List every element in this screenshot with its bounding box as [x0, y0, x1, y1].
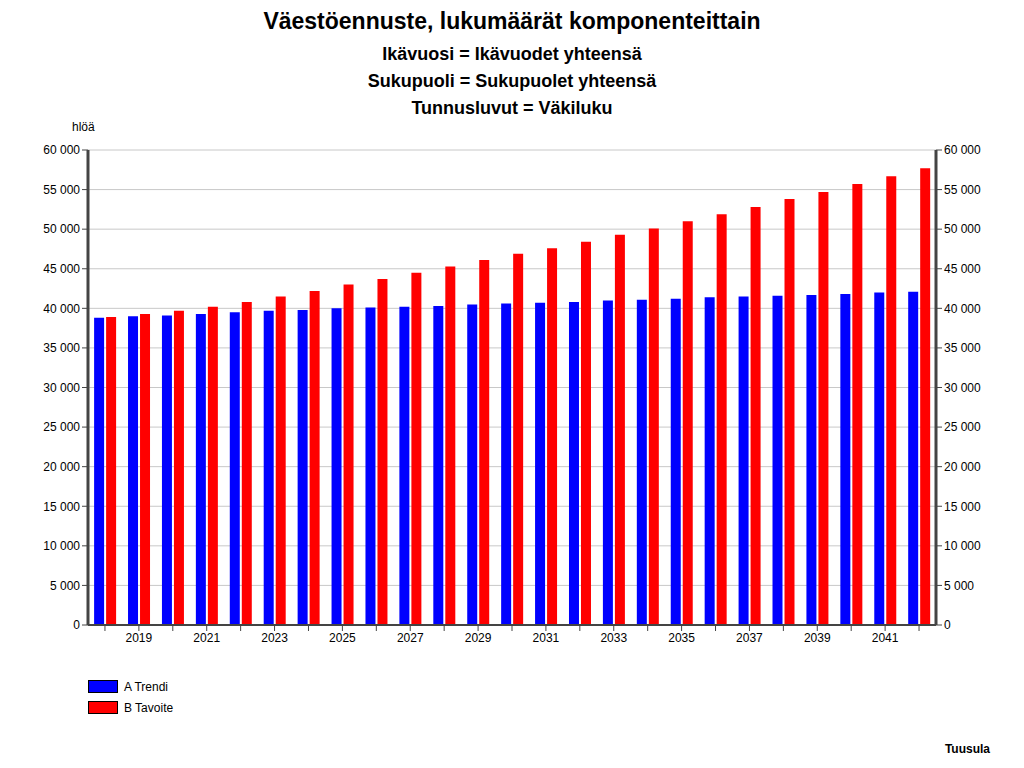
html-text:Tunnusluvut = Väkiluku: Tunnusluvut = Väkiluku [411, 98, 613, 118]
svg-text:30 000: 30 000 [43, 381, 80, 395]
svg-text:2039: 2039 [804, 631, 831, 645]
svg-text:0: 0 [944, 618, 951, 632]
svg-text:2035: 2035 [668, 631, 695, 645]
html-text:Väestöennuste, lukumäärät komp: Väestöennuste, lukumäärät komponenteitta… [263, 8, 761, 34]
svg-text:30 000: 30 000 [944, 381, 981, 395]
svg-text:45 000: 45 000 [43, 262, 80, 276]
html-text:hlöä: hlöä [72, 120, 95, 134]
svg-text:2033: 2033 [600, 631, 627, 645]
svg-text:2023: 2023 [261, 631, 288, 645]
svg-text:15 000: 15 000 [43, 500, 80, 514]
svg-text:15 000: 15 000 [944, 500, 981, 514]
svg-text:55 000: 55 000 [944, 183, 981, 197]
svg-text:5 000: 5 000 [944, 579, 974, 593]
svg-text:50 000: 50 000 [944, 222, 981, 236]
svg-text:45 000: 45 000 [944, 262, 981, 276]
html-text:Ikävuosi = Ikävuodet yhteensä: Ikävuosi = Ikävuodet yhteensä [382, 44, 642, 64]
html-text:B Tavoite: B Tavoite [124, 700, 174, 715]
html-text:A Trendi: A Trendi [124, 679, 168, 694]
svg-text:2041: 2041 [872, 631, 899, 645]
svg-text:35 000: 35 000 [944, 341, 981, 355]
svg-text:2027: 2027 [397, 631, 424, 645]
svg-text:40 000: 40 000 [944, 302, 981, 316]
html-text:Tuusula: Tuusula [944, 742, 990, 756]
svg-text:20 000: 20 000 [43, 460, 80, 474]
html-text:Sukupuoli = Sukupuolet yhteens: Sukupuoli = Sukupuolet yhteensä [367, 71, 657, 91]
svg-text:10 000: 10 000 [43, 539, 80, 553]
svg-text:2031: 2031 [533, 631, 560, 645]
svg-text:40 000: 40 000 [43, 302, 80, 316]
svg-text:2037: 2037 [736, 631, 763, 645]
svg-text:0: 0 [73, 618, 80, 632]
svg-text:2025: 2025 [329, 631, 356, 645]
svg-text:50 000: 50 000 [43, 222, 80, 236]
svg-text:2029: 2029 [465, 631, 492, 645]
svg-text:25 000: 25 000 [43, 420, 80, 434]
svg-text:25 000: 25 000 [944, 420, 981, 434]
svg-text:35 000: 35 000 [43, 341, 80, 355]
svg-text:10 000: 10 000 [944, 539, 981, 553]
svg-text:60 000: 60 000 [43, 143, 80, 157]
svg-text:2019: 2019 [126, 631, 153, 645]
svg-text:55 000: 55 000 [43, 183, 80, 197]
svg-text:20 000: 20 000 [944, 460, 981, 474]
svg-text:60 000: 60 000 [944, 143, 981, 157]
svg-text:2021: 2021 [193, 631, 220, 645]
svg-text:5 000: 5 000 [50, 579, 80, 593]
